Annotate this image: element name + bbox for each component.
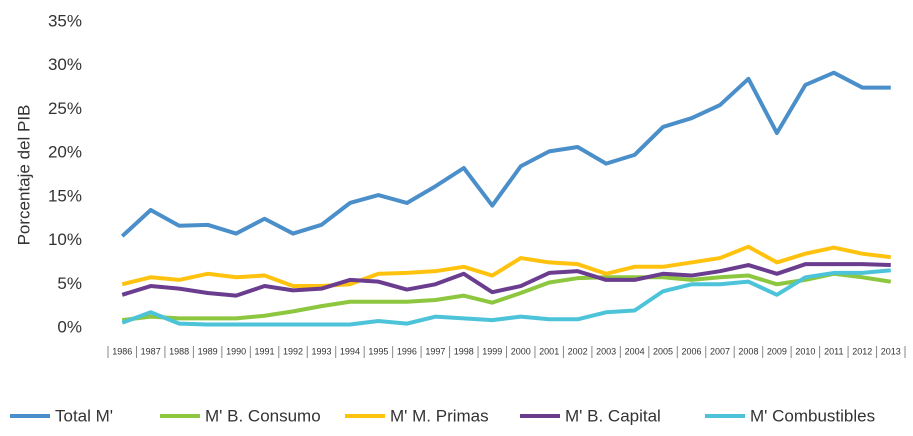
x-tick-label: 2002 bbox=[568, 346, 588, 356]
x-tick-label: 1993 bbox=[311, 346, 331, 356]
series-line bbox=[121, 268, 891, 327]
x-tick-label: 2000 bbox=[511, 346, 531, 356]
y-tick-label: 20% bbox=[48, 143, 82, 162]
y-tick-label: 25% bbox=[48, 99, 82, 118]
x-tick-label: 2008 bbox=[738, 346, 758, 356]
y-tick-label: 30% bbox=[48, 55, 82, 74]
legend-label: Total M' bbox=[55, 406, 113, 425]
x-tick-label: 1994 bbox=[340, 346, 360, 356]
x-tick-label: 1992 bbox=[283, 346, 303, 356]
y-tick-label: 35% bbox=[48, 11, 82, 30]
series-line bbox=[121, 262, 891, 298]
y-tick-label: 5% bbox=[57, 274, 82, 293]
series-line bbox=[121, 244, 892, 289]
x-tick-label: 2006 bbox=[682, 346, 702, 356]
y-axis-label: Porcentaje del PIB bbox=[14, 105, 33, 246]
x-tick-label: 2005 bbox=[653, 346, 673, 356]
x-tick-label: 1997 bbox=[425, 346, 445, 356]
x-tick-label: 1990 bbox=[226, 346, 246, 356]
x-tick-label: 1989 bbox=[198, 346, 218, 356]
y-tick-label: 10% bbox=[48, 230, 82, 249]
x-tick-label: 2004 bbox=[625, 346, 645, 356]
x-tick-label: 2007 bbox=[710, 346, 730, 356]
x-tick-label: 2001 bbox=[539, 346, 559, 356]
x-tick-label: 2009 bbox=[767, 346, 787, 356]
x-tick-label: 2010 bbox=[795, 346, 815, 356]
x-tick-label: 2003 bbox=[596, 346, 616, 356]
legend-label: M' Combustibles bbox=[750, 406, 875, 425]
x-tick-label: 2013 bbox=[881, 346, 901, 356]
x-tick-label: 1986 bbox=[112, 346, 132, 356]
y-tick-label: 15% bbox=[48, 186, 82, 205]
x-tick-label: 1988 bbox=[169, 346, 189, 356]
x-tick-label: 1998 bbox=[454, 346, 474, 356]
x-tick-label: 1987 bbox=[141, 346, 161, 356]
x-tick-label: 1996 bbox=[397, 346, 417, 356]
x-tick-label: 1999 bbox=[482, 346, 502, 356]
legend-label: M' M. Primas bbox=[390, 406, 489, 425]
legend-label: M' B. Capital bbox=[565, 406, 661, 425]
y-tick-label: 0% bbox=[57, 317, 82, 336]
legend-label: M' B. Consumo bbox=[205, 406, 321, 425]
series-line bbox=[121, 271, 892, 323]
x-tick-label: 2011 bbox=[824, 346, 843, 356]
x-tick-label: 2012 bbox=[852, 346, 872, 356]
x-tick-label: 1991 bbox=[255, 346, 275, 356]
x-tick-label: 1995 bbox=[368, 346, 388, 356]
series-line bbox=[120, 70, 891, 238]
